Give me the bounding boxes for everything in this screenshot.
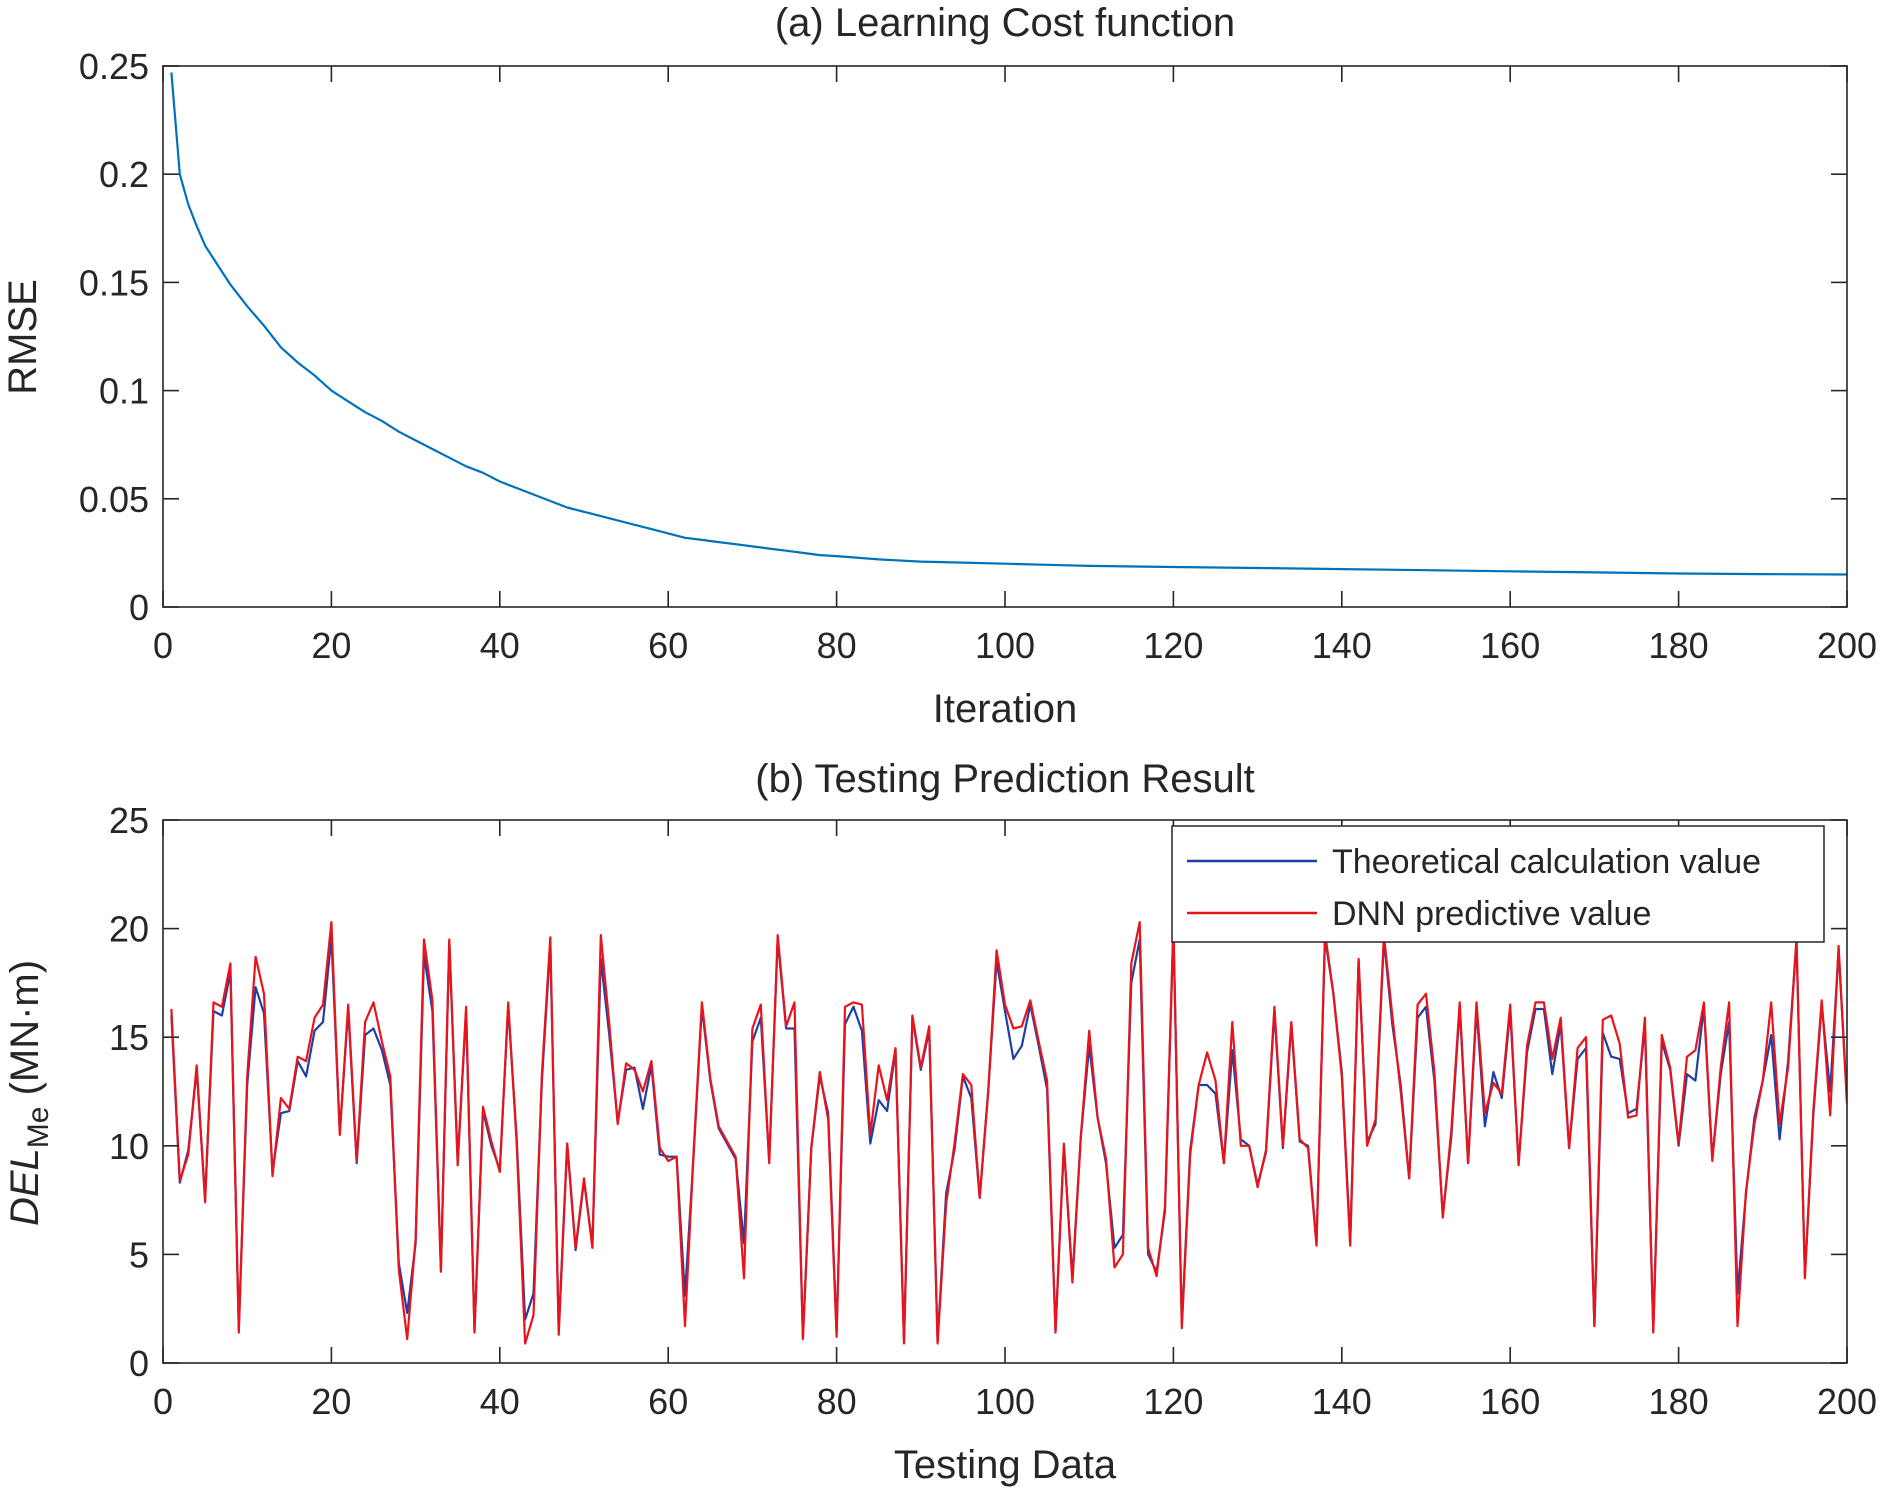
chart-a-plot-area: 0 20 40 60 80 100 120 140 160 180 200 0 0.05 0.1 0.15 0… — [79, 46, 1877, 666]
chart-b-series-group — [170, 920, 1847, 1345]
chart-b-x-tick-label: 20 — [311, 1381, 351, 1422]
chart-b-x-tick-label: 100 — [975, 1381, 1035, 1422]
chart-a-y-tick-label: 0 — [129, 587, 149, 628]
chart-testing-prediction: (b) Testing Prediction Result 0 20 40 60 80 1… — [3, 757, 1877, 1487]
legend-label-theoretical: Theoretical calculation value — [1332, 843, 1761, 881]
chart-a-series-line-0 — [170, 72, 1847, 576]
chart-b-x-tick-label: 80 — [817, 1381, 857, 1422]
chart-b-series-line-1 — [170, 920, 1847, 1345]
chart-a-x-tick-label: 0 — [153, 625, 173, 666]
chart-b-x-tick-label: 200 — [1817, 1381, 1877, 1422]
chart-b-y-tick-label: 10 — [109, 1126, 149, 1167]
chart-a-axes-frame — [162, 65, 1848, 608]
chart-a-series-group — [170, 72, 1847, 576]
chart-b-x-tick-label: 0 — [153, 1381, 173, 1422]
chart-a-x-axis-title: Iteration — [933, 687, 1078, 731]
chart-a-y-axis-title: RMSE — [1, 279, 45, 395]
chart-a-y-tick-label: 0.15 — [79, 262, 149, 303]
chart-a-title: (a) Learning Cost function — [775, 1, 1235, 45]
chart-b-title: (b) Testing Prediction Result — [755, 757, 1255, 801]
chart-a-x-tick-label: 120 — [1143, 625, 1203, 666]
chart-b-y-tick-label: 25 — [109, 800, 149, 841]
chart-learning-cost: (a) Learning Cost function 0 20 40 60 80 100 1… — [1, 1, 1877, 731]
chart-b-y-tick-label: 0 — [129, 1343, 149, 1384]
chart-b-x-tick-label: 180 — [1649, 1381, 1709, 1422]
chart-b-y-tick-label: 20 — [109, 909, 149, 950]
chart-b-x-tick-label: 140 — [1312, 1381, 1372, 1422]
chart-b-x-tick-label: 120 — [1143, 1381, 1203, 1422]
chart-b-y-tick-label: 15 — [109, 1017, 149, 1058]
chart-b-y-axis-title: DELMe (MN·m) — [3, 960, 55, 1226]
chart-a-y-tick-label: 0.1 — [99, 371, 149, 412]
legend-label-dnn: DNN predictive value — [1332, 895, 1651, 933]
chart-a-y-tick-label: 0.05 — [79, 479, 149, 520]
chart-a-y-tick-label: 0.25 — [79, 46, 149, 87]
chart-b-legend: Theoretical calculation value DNN predic… — [1171, 825, 1825, 943]
chart-b-x-tick-label: 160 — [1480, 1381, 1540, 1422]
chart-a-x-tick-label: 140 — [1312, 625, 1372, 666]
chart-a-x-tick-label: 20 — [311, 625, 351, 666]
chart-b-x-axis-title: Testing Data — [894, 1443, 1117, 1487]
chart-b-plot-area: 0 20 40 60 80 100 120 140 160 180 200 0 5 10 15 20 25 — [109, 800, 1877, 1422]
legend-box — [1171, 825, 1825, 943]
chart-b-x-tick-label: 40 — [480, 1381, 520, 1422]
chart-a-x-tick-label: 200 — [1817, 625, 1877, 666]
chart-b-x-tick-label: 60 — [648, 1381, 688, 1422]
chart-a-x-tick-label: 40 — [480, 625, 520, 666]
chart-a-x-tick-label: 60 — [648, 625, 688, 666]
chart-a-x-tick-label: 100 — [975, 625, 1035, 666]
y-axis-title-unit: (MN·m) — [3, 960, 47, 1107]
y-axis-title-subscript: Me — [22, 1107, 55, 1149]
y-axis-title-main: DEL — [3, 1148, 47, 1226]
chart-a-x-tick-label: 80 — [817, 625, 857, 666]
chart-b-y-tick-label: 5 — [129, 1234, 149, 1275]
chart-a-x-tick-label: 180 — [1649, 625, 1709, 666]
chart-a-x-tick-label: 160 — [1480, 625, 1540, 666]
chart-a-y-tick-label: 0.2 — [99, 154, 149, 195]
